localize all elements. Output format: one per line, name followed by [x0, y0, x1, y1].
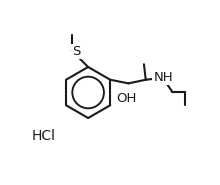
Text: S: S [72, 45, 81, 58]
Text: HCl: HCl [32, 129, 56, 143]
Text: NH: NH [153, 70, 173, 83]
Text: OH: OH [116, 92, 137, 105]
